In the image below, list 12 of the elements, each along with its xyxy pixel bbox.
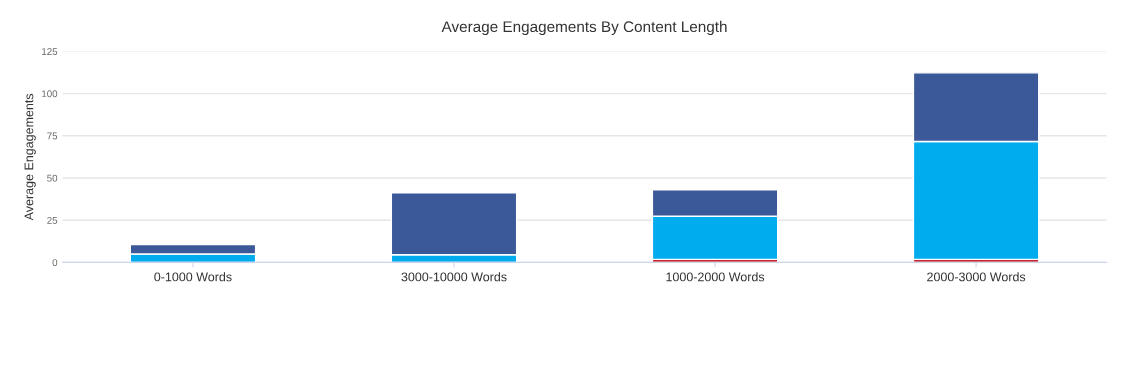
y-tick-label: 100 — [42, 90, 58, 98]
x-tick-label: 1000-2000 Words — [666, 272, 765, 282]
chart-title: Average Engagements By Content Length — [441, 20, 727, 36]
x-tick-label: 0-1000 Words — [154, 272, 232, 282]
x-tick-label: 3000-10000 Words — [401, 272, 507, 282]
y-tick-label: 75 — [47, 132, 58, 140]
y-tick-label: 25 — [47, 216, 58, 224]
y-tick-label: 50 — [47, 174, 58, 182]
x-tick-label: 2000-3000 Words — [927, 272, 1026, 282]
y-axis-title: Average Engagements — [24, 93, 36, 221]
y-tick-label: 125 — [42, 48, 58, 55]
y-tick-label: 0 — [52, 259, 58, 267]
